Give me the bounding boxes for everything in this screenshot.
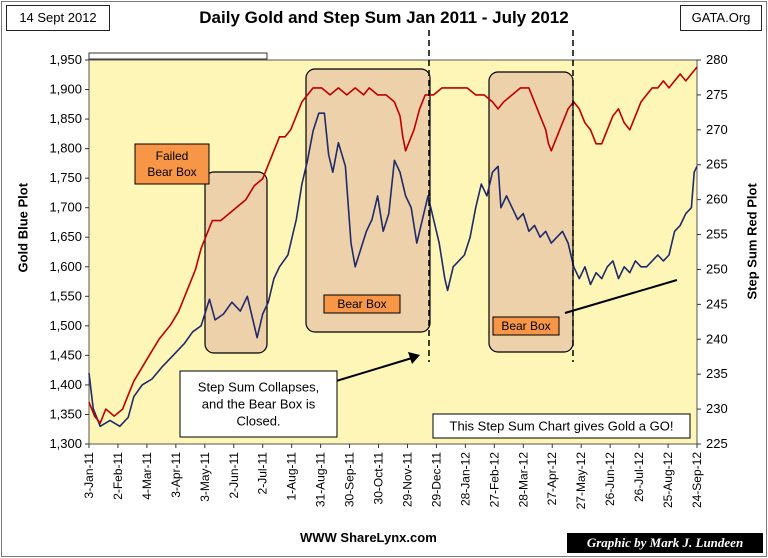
y2-tick-label: 270 [706, 122, 728, 137]
y-tick-label: 1,500 [49, 318, 82, 333]
bear-box-1-label-text: Bear Box [337, 297, 386, 311]
x-tick-label: 3-Apr-11 [169, 452, 183, 498]
y-tick-label: 1,600 [49, 259, 82, 274]
y2-tick-label: 260 [706, 192, 728, 207]
x-tick-label: 1-Aug-11 [285, 452, 299, 501]
x-tick-label: 28-Mar-12 [516, 452, 530, 508]
header-bar [88, 52, 268, 60]
y2-tick-label: 265 [706, 157, 728, 172]
y2-tick-label: 230 [706, 401, 728, 416]
x-tick-label: 25-Aug-12 [661, 452, 675, 508]
y-axis-title: Gold Blue Plot [15, 182, 31, 273]
y-tick-label: 1,400 [49, 377, 82, 392]
y-tick-label: 1,800 [49, 141, 82, 156]
y2-tick-label: 280 [706, 52, 728, 67]
callout-label-text: Closed. [236, 414, 280, 429]
gold-line [88, 112, 698, 428]
x-tick-label: 2-Jul-11 [256, 452, 270, 495]
x-tick-label: 2-Feb-11 [111, 452, 125, 500]
bear-box-1-label-bg [323, 294, 401, 314]
x-tick-label: 27-Feb-12 [487, 452, 501, 508]
callout-arrow-head [408, 352, 420, 364]
bear-box-2 [488, 71, 574, 353]
x-tick-label: 30-Oct-11 [372, 452, 386, 505]
x-tick-label: 30-Sep-11 [343, 452, 357, 507]
date-label: 14 Sept 2012 [6, 5, 110, 31]
y-tick-label: 1,750 [49, 170, 82, 185]
failed-bear-box-label-bg [134, 143, 210, 185]
callout-label-bg [179, 370, 338, 438]
step-sum-line [88, 66, 698, 424]
y-tick-label: 1,350 [49, 406, 82, 421]
credit-label: Graphic by Mark J. Lundeen [567, 533, 763, 553]
failed-bear-box [204, 171, 268, 354]
y2-tick-label: 250 [706, 261, 728, 276]
callout-label-text: and the Bear Box is [202, 397, 316, 412]
x-tick-label: 26-Jun-12 [603, 452, 617, 506]
chart-title: Daily Gold and Step Sum Jan 2011 - July … [199, 8, 569, 27]
y-tick-label: 1,850 [49, 111, 82, 126]
x-tick-label: 29-Nov-11 [400, 452, 414, 507]
x-tick-label: 4-Mar-11 [140, 452, 154, 500]
y2-tick-label: 255 [706, 227, 728, 242]
y-tick-label: 1,950 [49, 52, 82, 67]
website-label: WWW ShareLynx.com [300, 530, 437, 545]
y-tick-label: 1,650 [49, 229, 82, 244]
bear-box-2-label-text: Bear Box [501, 319, 550, 333]
source-label: GATA.Org [680, 5, 762, 31]
x-tick-label: 2-Jun-11 [227, 452, 241, 499]
x-tick-label: 27-Apr-12 [545, 452, 559, 506]
bear-box-1 [305, 68, 431, 333]
y-tick-label: 1,700 [49, 200, 82, 215]
callout-label-text: Step Sum Collapses, [198, 380, 319, 395]
note-label-bg [432, 413, 691, 439]
y-tick-label: 1,900 [49, 82, 82, 97]
x-tick-label: 29-Dec-11 [429, 452, 443, 507]
y-tick-label: 1,550 [49, 288, 82, 303]
bear-box-2-label-bg [492, 316, 560, 336]
y-tick-label: 1,300 [49, 436, 82, 451]
x-tick-label: 27-May-12 [574, 452, 588, 510]
callout-arrow-line [332, 357, 413, 383]
x-tick-label: 3-Jan-11 [82, 452, 96, 499]
x-tick-label: 28-Jan-12 [458, 452, 472, 506]
trend-line [564, 279, 678, 314]
y2-axis-title: Step Sum Red Plot [744, 183, 760, 300]
y2-tick-label: 240 [706, 331, 728, 346]
x-tick-label: 26-Jul-12 [632, 452, 646, 502]
y2-tick-label: 235 [706, 366, 728, 381]
failed-bear-box-label-text: Bear Box [147, 165, 196, 179]
x-tick-label: 24-Sep-12 [690, 452, 704, 508]
y-tick-label: 1,450 [49, 347, 82, 362]
x-tick-label: 3-May-11 [198, 452, 212, 502]
y2-tick-label: 275 [706, 87, 728, 102]
failed-bear-box-label-text: Failed [156, 149, 189, 163]
note-label-text: This Step Sum Chart gives Gold a GO! [450, 419, 674, 434]
y2-tick-label: 245 [706, 296, 728, 311]
y2-tick-label: 225 [706, 436, 728, 451]
x-tick-label: 31-Aug-11 [314, 452, 328, 507]
